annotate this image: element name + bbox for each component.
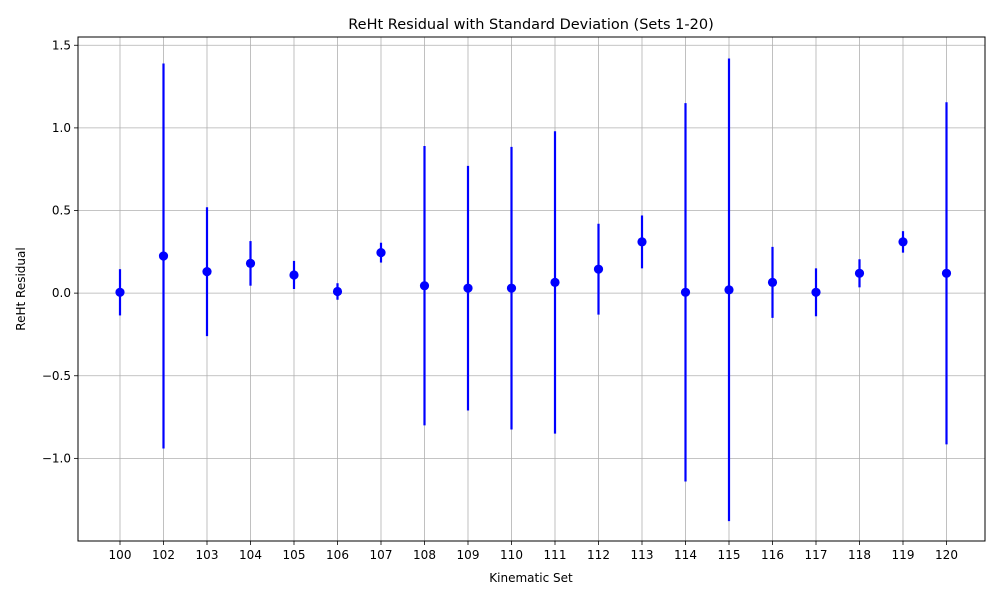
y-tick-label: 0.0 xyxy=(52,286,71,300)
data-point xyxy=(419,281,430,291)
x-tick-label: 105 xyxy=(283,548,306,562)
x-tick-label: 112 xyxy=(587,548,610,562)
x-tick-label: 110 xyxy=(500,548,523,562)
x-tick-label: 119 xyxy=(892,548,915,562)
x-tick-label: 102 xyxy=(152,548,175,562)
chart-title: ReHt Residual with Standard Deviation (S… xyxy=(348,17,714,33)
x-tick-label: 118 xyxy=(848,548,871,562)
data-point xyxy=(202,267,212,277)
x-axis-ticks: 100 102 103 104 105 106 107 108 109 110 111 112 113 1… xyxy=(109,541,958,562)
x-tick-label: 115 xyxy=(718,548,741,562)
data-point xyxy=(767,277,778,287)
data-point xyxy=(724,285,734,295)
data-point xyxy=(593,264,604,274)
data-point xyxy=(811,287,821,297)
plot-frame xyxy=(77,36,986,542)
x-tick-label: 117 xyxy=(805,548,828,562)
data-point xyxy=(289,270,299,280)
x-tick-label: 106 xyxy=(326,548,349,562)
data-points xyxy=(115,237,952,297)
x-tick-label: 113 xyxy=(631,548,654,562)
y-tick-label: −1.0 xyxy=(42,451,71,465)
data-point xyxy=(245,258,256,268)
data-point xyxy=(506,283,517,293)
x-tick-label: 107 xyxy=(370,548,393,562)
y-axis-ticks: −1.0 −0.5 0.0 0.5 1.0 1.5 xyxy=(42,38,78,465)
x-tick-label: 120 xyxy=(935,548,958,562)
x-tick-label: 108 xyxy=(413,548,436,562)
data-point xyxy=(854,268,865,278)
y-tick-label: 0.5 xyxy=(52,204,71,218)
x-tick-label: 114 xyxy=(674,548,697,562)
data-point xyxy=(680,287,691,297)
x-tick-label: 104 xyxy=(239,548,262,562)
data-point xyxy=(898,237,908,247)
data-point xyxy=(332,286,343,297)
x-tick-label: 109 xyxy=(457,548,480,562)
y-axis-label: ReHt Residual xyxy=(14,247,28,330)
data-point xyxy=(463,283,473,293)
x-axis-label: Kinematic Set xyxy=(489,571,573,585)
data-point xyxy=(158,251,169,261)
data-point xyxy=(941,268,952,278)
y-tick-label: −0.5 xyxy=(42,369,71,383)
data-point xyxy=(376,248,386,258)
y-tick-label: 1.5 xyxy=(52,38,71,52)
x-tick-label: 100 xyxy=(109,548,132,562)
x-tick-label: 111 xyxy=(544,548,567,562)
y-tick-label: 1.0 xyxy=(52,121,71,135)
data-point xyxy=(637,237,647,247)
data-point xyxy=(550,277,560,287)
x-tick-label: 103 xyxy=(196,548,219,562)
x-tick-label: 116 xyxy=(761,548,784,562)
data-point xyxy=(115,287,125,297)
grid xyxy=(78,37,985,541)
